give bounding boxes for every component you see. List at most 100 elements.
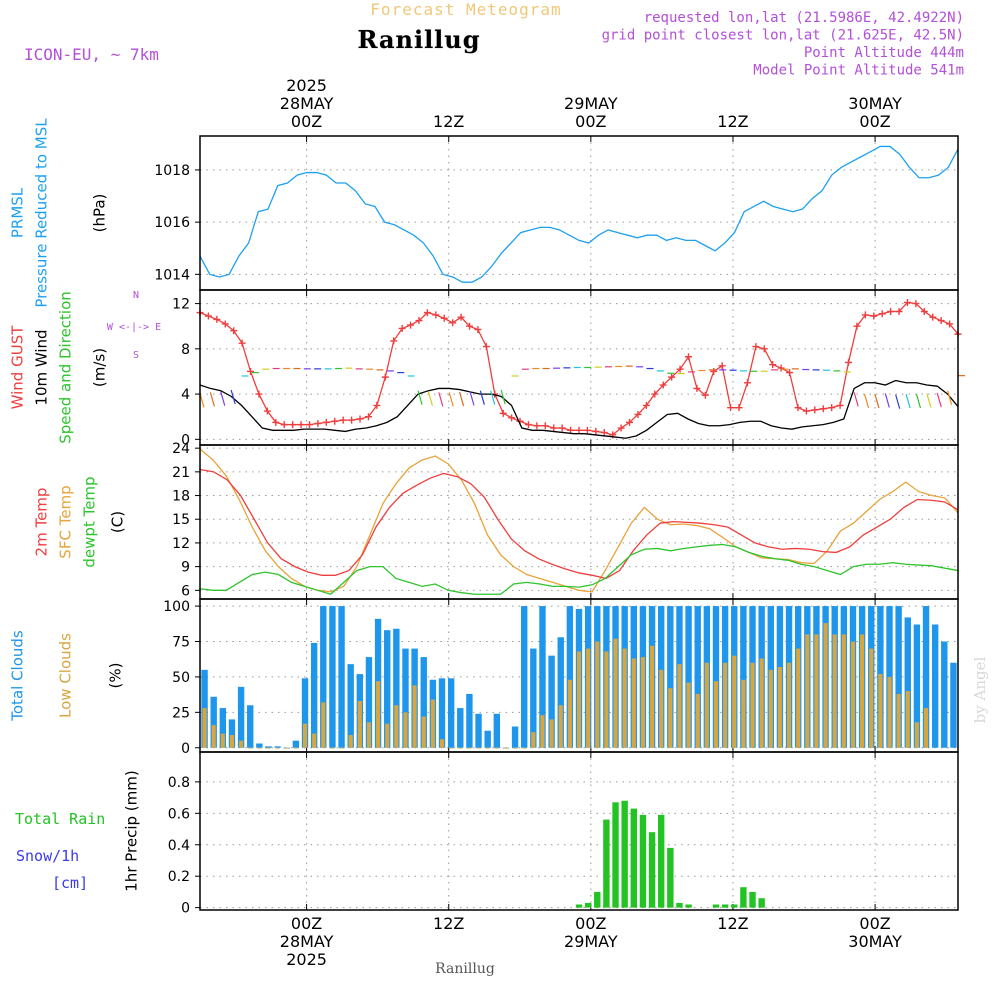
y-tick-label: 75 bbox=[172, 635, 190, 651]
low-clouds-bar bbox=[513, 747, 518, 749]
total-clouds-bar bbox=[511, 726, 519, 748]
total-rain-bar bbox=[621, 800, 628, 908]
low-clouds-bar bbox=[549, 719, 554, 748]
gust-marker bbox=[600, 429, 608, 437]
info-line: Point Altitude 444m bbox=[804, 45, 964, 61]
gust-marker bbox=[684, 353, 692, 361]
gust-marker bbox=[659, 381, 667, 389]
total-clouds-bar bbox=[237, 686, 245, 748]
total-clouds-bar bbox=[712, 606, 720, 748]
panel-label: (m/s) bbox=[91, 348, 109, 387]
low-clouds-bar bbox=[677, 664, 682, 748]
total-clouds-bar bbox=[521, 606, 528, 748]
low-clouds-bar bbox=[650, 645, 655, 748]
low-clouds-bar bbox=[860, 634, 865, 748]
panel-label: PRMSL bbox=[9, 187, 27, 238]
panel-label: (%) bbox=[107, 663, 125, 689]
gust-marker bbox=[255, 390, 263, 398]
gust-marker bbox=[238, 339, 246, 347]
wind-arrow bbox=[884, 393, 890, 408]
low-clouds-bar bbox=[896, 693, 901, 748]
low-clouds-bar bbox=[403, 712, 408, 748]
low-clouds-bar bbox=[266, 747, 271, 749]
panel-label: Total Rain bbox=[15, 810, 105, 828]
low-clouds-bar bbox=[503, 747, 508, 749]
wind-arrow bbox=[479, 390, 485, 405]
low-clouds-bar bbox=[257, 747, 262, 749]
y-tick-label: 12 bbox=[172, 297, 190, 313]
low-clouds-bar bbox=[723, 662, 728, 748]
total-clouds-bar bbox=[420, 657, 427, 748]
gust-marker bbox=[415, 317, 423, 325]
wind-arrow bbox=[947, 390, 953, 405]
gust-marker bbox=[735, 404, 743, 412]
total-rain-bar bbox=[721, 904, 729, 908]
gust-marker bbox=[920, 307, 928, 315]
total-rain-bar bbox=[639, 814, 647, 908]
gust-marker bbox=[289, 421, 297, 429]
time-label-bottom: 00Z bbox=[859, 914, 890, 933]
y-tick-label: 12 bbox=[172, 536, 190, 552]
time-label-top: 28MAY bbox=[280, 94, 334, 113]
gust-marker bbox=[769, 361, 777, 369]
wind-arrow bbox=[230, 389, 236, 405]
low-clouds-bar bbox=[421, 716, 426, 748]
gust-marker bbox=[272, 418, 280, 426]
gust-marker bbox=[558, 424, 566, 432]
time-label-top: 00Z bbox=[859, 112, 890, 131]
low-clouds-bar bbox=[796, 648, 801, 748]
watermark: by Angel bbox=[971, 656, 989, 723]
wind-arrow bbox=[936, 392, 942, 408]
gust-marker bbox=[853, 322, 861, 330]
wind-arrow bbox=[926, 393, 932, 408]
pressure-line bbox=[199, 145, 959, 283]
gust-marker bbox=[819, 405, 827, 413]
low-clouds-bar bbox=[458, 747, 463, 749]
total-clouds-bar bbox=[384, 630, 391, 748]
total-rain-bar bbox=[758, 898, 765, 908]
low-clouds-bar bbox=[841, 634, 846, 748]
total-clouds-bar bbox=[566, 606, 574, 748]
total-clouds-bar bbox=[365, 657, 373, 748]
low-clouds-bar bbox=[768, 669, 773, 748]
gust-marker bbox=[533, 422, 541, 430]
gust-marker bbox=[390, 337, 398, 345]
low-clouds-bar bbox=[357, 701, 362, 748]
low-clouds-bar bbox=[211, 725, 216, 748]
y-tick-label: 21 bbox=[172, 465, 190, 481]
total-rain-bar bbox=[648, 832, 656, 908]
time-label-top: 2025 bbox=[286, 76, 327, 95]
gust-marker bbox=[693, 384, 701, 392]
total-clouds-bar bbox=[457, 708, 464, 748]
wind-arrow bbox=[209, 392, 215, 407]
gust-marker bbox=[878, 310, 886, 318]
location-info: requested lon,lat (21.5986E, 42.4922N) gr… bbox=[602, 10, 964, 79]
model-label: ICON-EU, ~ 7km bbox=[24, 45, 159, 64]
gust-marker bbox=[297, 421, 305, 429]
gust-marker bbox=[676, 365, 684, 373]
low-clouds-bar bbox=[239, 740, 244, 748]
gust-marker bbox=[356, 415, 364, 423]
gust-marker bbox=[828, 404, 836, 412]
panels-group: 1014 1016 1018 PRMSL Pressure Reduced to MSL… bbox=[9, 118, 965, 917]
low-clouds-bar bbox=[695, 693, 700, 748]
gust-marker bbox=[482, 343, 490, 351]
low-clouds-bar bbox=[631, 658, 636, 748]
total-clouds-bar bbox=[950, 662, 957, 748]
low-clouds-bar bbox=[814, 634, 819, 748]
compass-icon: N W <-|-> E S bbox=[107, 290, 161, 361]
wind-arrow bbox=[438, 392, 444, 407]
gust-marker bbox=[845, 358, 853, 366]
low-clouds-bar bbox=[284, 747, 289, 749]
low-clouds-bar bbox=[302, 723, 308, 748]
gust-marker bbox=[634, 410, 642, 418]
gust-marker bbox=[592, 427, 600, 435]
gust-marker bbox=[583, 426, 591, 434]
total-clouds-bar bbox=[667, 606, 674, 748]
total-clouds-bar bbox=[320, 606, 327, 748]
wind-arrow bbox=[905, 393, 911, 409]
low-clouds-bar bbox=[713, 681, 719, 748]
low-clouds-bar bbox=[905, 691, 910, 748]
